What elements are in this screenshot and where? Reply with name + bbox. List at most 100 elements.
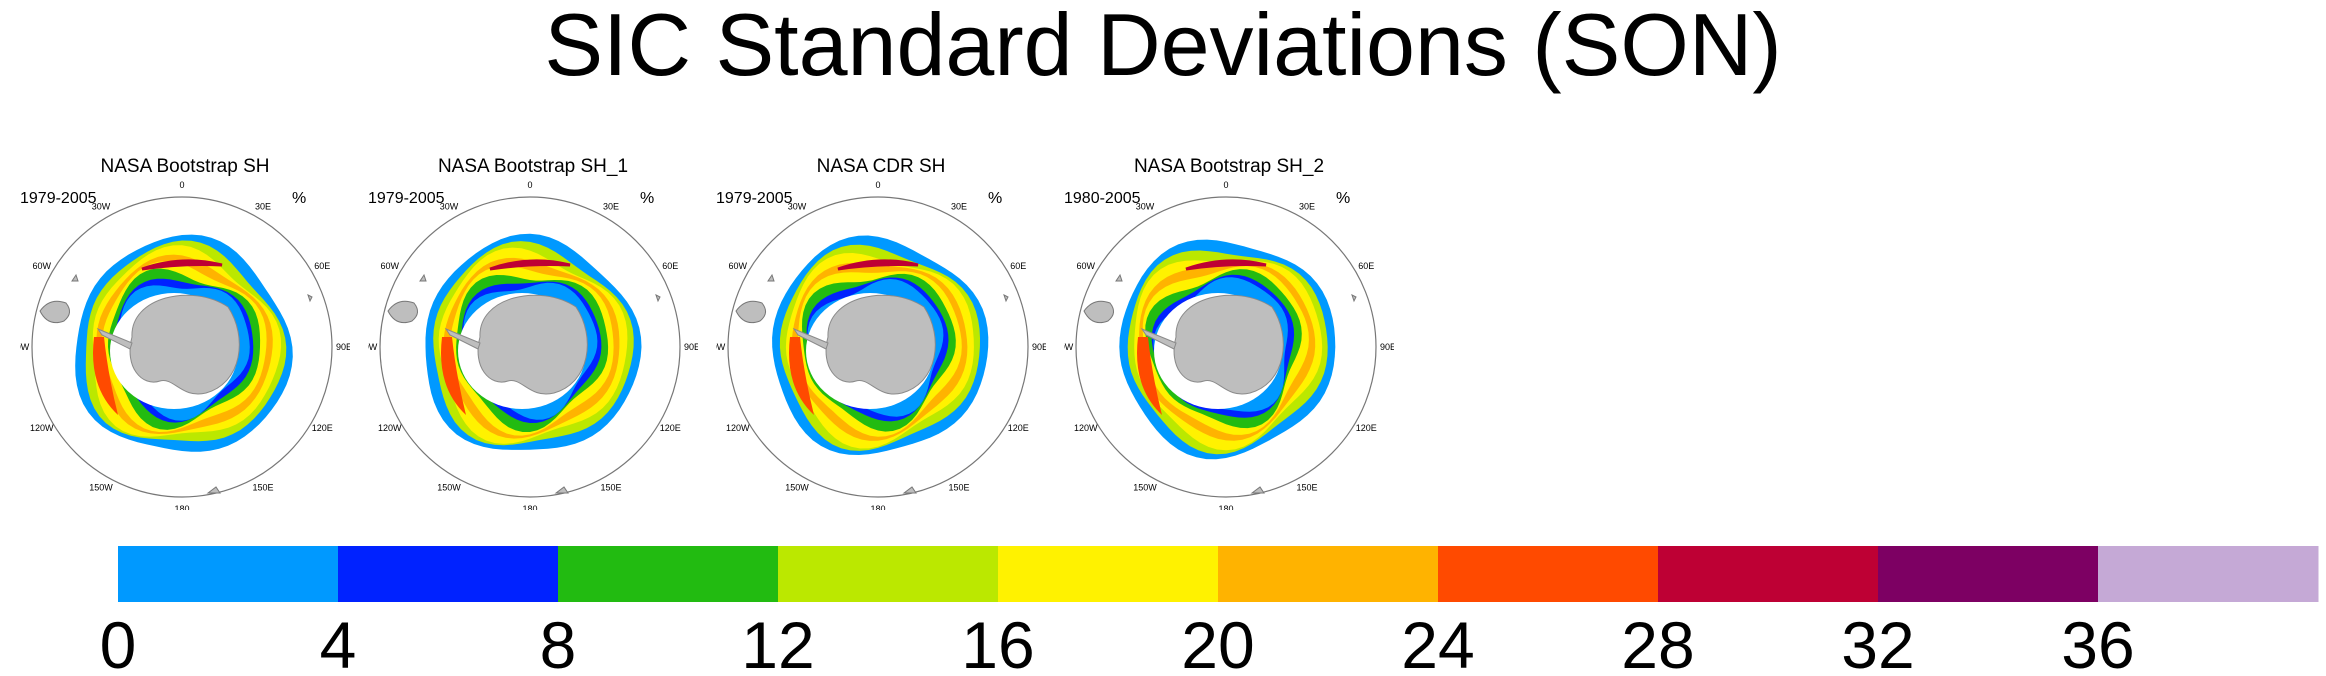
longitude-label: 90W (1064, 342, 1074, 352)
map-panel-2: 0 30E 60E 90E 120E 150E 180 150W 120W 90W 60W 30W N… (368, 150, 698, 510)
longitude-label: 60E (1010, 261, 1026, 271)
longitude-label: 30W (788, 202, 807, 212)
longitude-label: 0 (875, 180, 880, 190)
colorbar-segment (2098, 546, 2319, 602)
colorbar-segment (1878, 546, 2099, 602)
island (655, 294, 661, 303)
longitude-label: 90W (716, 342, 726, 352)
longitude-label: 150E (948, 482, 969, 492)
longitude-label: 60E (1358, 261, 1374, 271)
panel-units: % (988, 190, 1003, 207)
chart-title: SIC Standard Deviations (SON) (544, 0, 1782, 94)
longitude-label: 90E (684, 342, 698, 352)
antarctic-peninsula (444, 327, 481, 350)
longitude-label: 30W (440, 202, 459, 212)
longitude-label: 180 (174, 504, 189, 510)
antarctica-landmass (477, 294, 588, 395)
colorbar-segment (338, 546, 559, 602)
colorbar-segment (1658, 546, 1879, 602)
map-panel-1: 0 30E 60E 90E 120E 150E 180 150W 120W 90W 60W 30W N… (20, 150, 350, 510)
colorbar-tick-label: 36 (2061, 608, 2134, 676)
longitude-label: 90E (1380, 342, 1394, 352)
longitude-label: 60W (380, 261, 399, 271)
colorbar-tick-label: 24 (1401, 608, 1474, 676)
polar-map-3: 0 30E 60E 90E 120E 150E 180 150W 120W 90W 60W 30W (716, 180, 1046, 510)
longitude-label: 150W (89, 482, 113, 492)
colorbar-tick-label: 20 (1181, 608, 1254, 676)
island (767, 273, 775, 282)
antarctica-landmass (1173, 294, 1284, 395)
longitude-label: 90E (1032, 342, 1046, 352)
panel-units: % (292, 190, 307, 207)
panel-units: % (1336, 190, 1351, 207)
panel-title: NASA Bootstrap SH_1 (437, 156, 629, 177)
longitude-label: 120W (1074, 423, 1098, 433)
island (1003, 294, 1009, 303)
island (71, 273, 79, 282)
longitude-label: 30E (1299, 202, 1315, 212)
island (1351, 294, 1357, 303)
longitude-label: 180 (1218, 504, 1233, 510)
panel-years: 1979-2005 (368, 190, 445, 207)
panel-title: NASA Bootstrap SH_2 (1133, 156, 1325, 177)
panel-years: 1979-2005 (20, 190, 97, 207)
longitude-label: 30W (1136, 202, 1155, 212)
sic-high-variability (441, 337, 466, 415)
longitude-label: 150E (252, 482, 273, 492)
island (419, 273, 427, 282)
antarctica-landmass (129, 294, 240, 395)
longitude-label: 30W (92, 202, 111, 212)
longitude-label: 60E (662, 261, 678, 271)
map-panel-4: 0 30E 60E 90E 120E 150E 180 150W 120W 90W 60W 30W N… (1064, 150, 1394, 510)
longitude-label: 120E (660, 423, 681, 433)
antarctica-landmass (825, 294, 936, 395)
sic-high-variability (141, 259, 223, 271)
longitude-label: 150E (1296, 482, 1317, 492)
panel-years: 1979-2005 (716, 190, 793, 207)
colorbar-segment (998, 546, 1219, 602)
island (1250, 486, 1265, 494)
south-america-tip (735, 300, 766, 324)
longitude-label: 120W (378, 423, 402, 433)
sic-high-variability (1185, 259, 1267, 271)
colorbar-segment (778, 546, 999, 602)
island (554, 486, 569, 494)
longitude-label: 60W (1076, 261, 1095, 271)
longitude-label: 0 (527, 180, 532, 190)
colorbar-segment (118, 546, 339, 602)
longitude-label: 90W (368, 342, 378, 352)
map-panel-3: 0 30E 60E 90E 120E 150E 180 150W 120W 90W 60W 30W N… (716, 150, 1046, 510)
longitude-label: 120E (312, 423, 333, 433)
south-america-tip (1083, 300, 1114, 324)
longitude-label: 30E (951, 202, 967, 212)
island (206, 486, 221, 494)
sic-high-variability (837, 259, 919, 271)
longitude-label: 180 (522, 504, 537, 510)
longitude-label: 180 (870, 504, 885, 510)
colorbar-tick-label: 12 (741, 608, 814, 676)
panel-units: % (640, 190, 655, 207)
sic-high-variability (489, 259, 571, 271)
colorbar-tick-label: 0 (100, 608, 137, 676)
antarctic-peninsula (792, 327, 829, 350)
longitude-label: 90E (336, 342, 350, 352)
longitude-label: 30E (255, 202, 271, 212)
island (307, 294, 313, 303)
longitude-label: 150E (600, 482, 621, 492)
panel-years: 1980-2005 (1064, 190, 1141, 207)
island (902, 486, 917, 494)
sic-high-variability (789, 337, 814, 415)
south-america-tip (39, 300, 70, 324)
colorbar-segment (1218, 546, 1439, 602)
longitude-label: 0 (1223, 180, 1228, 190)
colorbar-segment (1438, 546, 1659, 602)
longitude-label: 120W (726, 423, 750, 433)
south-america-tip (387, 300, 418, 324)
longitude-label: 60W (32, 261, 51, 271)
polar-map-1: 0 30E 60E 90E 120E 150E 180 150W 120W 90W 60W 30W (20, 180, 350, 510)
longitude-label: 90W (20, 342, 30, 352)
antarctic-peninsula (96, 327, 133, 350)
antarctic-peninsula (1140, 327, 1177, 350)
sic-high-variability (1137, 337, 1162, 415)
